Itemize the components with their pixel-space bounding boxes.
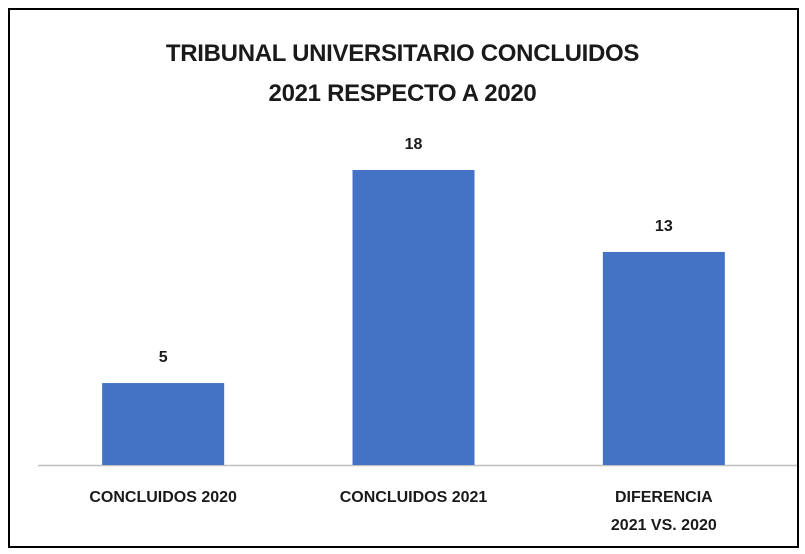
x-tick-label: CONCLUIDOS 2021 — [339, 489, 488, 506]
chart-title: TRIBUNAL UNIVERSITARIO CONCLUIDOS 2021 R… — [165, 40, 640, 107]
chart-frame — [8, 8, 799, 548]
bar — [102, 383, 225, 465]
x-tick-label: DIFERENCIA 2021 VS. 2020 — [610, 489, 717, 534]
value-label: 18 — [404, 136, 423, 153]
bar — [602, 251, 725, 465]
x-tick-label: CONCLUIDOS 2020 — [89, 489, 237, 506]
value-label: 13 — [654, 217, 673, 235]
value-label: 5 — [158, 349, 168, 367]
bar — [352, 170, 475, 465]
